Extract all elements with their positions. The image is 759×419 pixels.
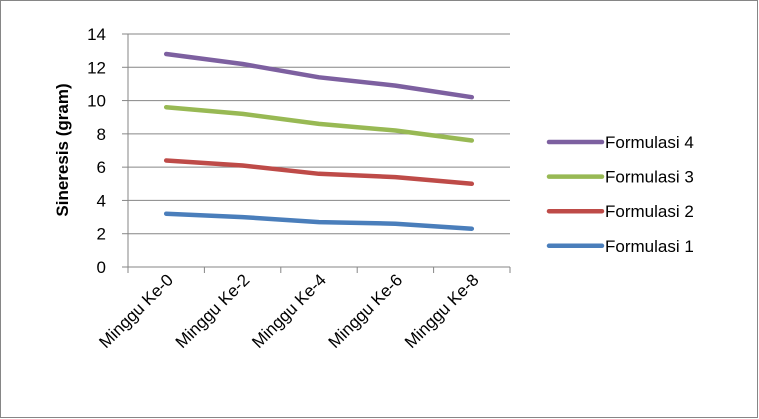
legend-label: Formulasi 2	[605, 202, 694, 221]
series-line: Formulasi 3	[163, 104, 475, 143]
y-tick-label: 12	[87, 58, 106, 77]
series-line: Formulasi 1	[163, 211, 475, 231]
y-tick-label: 14	[87, 25, 106, 44]
y-tick-label: 6	[97, 158, 106, 177]
y-axis-title: Sineresis (gram)	[53, 83, 72, 216]
y-tick-label: 2	[97, 225, 106, 244]
y-tick-label: 4	[97, 191, 106, 210]
y-tick-label: 8	[97, 125, 106, 144]
y-tick-labels: 0 2 4 6 8 10 12 14	[87, 25, 106, 277]
y-tick-label: 10	[87, 92, 106, 111]
axes	[122, 33, 511, 273]
series-line: Formulasi 2	[163, 158, 475, 187]
gridlines	[128, 33, 510, 235]
legend: Formulasi 4 Formulasi 3 Formulasi 2 Formula…	[546, 133, 694, 256]
legend-label: Formulasi 1	[605, 237, 694, 256]
series-lines: Formulasi 1 Formulasi 2 Formulasi 3 Formula…	[163, 51, 475, 231]
y-tick-label: 0	[97, 258, 106, 277]
series-line: Formulasi 4	[163, 51, 475, 100]
legend-label: Formulasi 4	[605, 133, 694, 152]
legend-label: Formulasi 3	[605, 168, 694, 187]
